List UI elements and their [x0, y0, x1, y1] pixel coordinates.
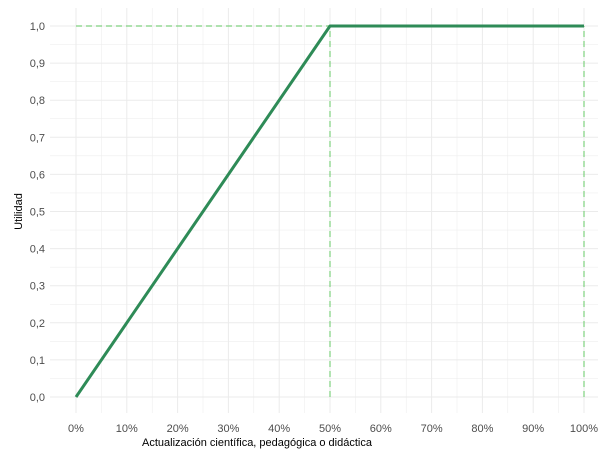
x-axis-title: Actualización científica, pedagógica o d… — [142, 437, 373, 449]
y-tick-label: 0,1 — [30, 355, 45, 367]
y-tick-label: 1,0 — [30, 21, 45, 33]
y-tick-label: 0,2 — [30, 318, 45, 330]
x-tick-label: 70% — [421, 423, 443, 435]
x-tick-label: 50% — [319, 423, 341, 435]
gridlines — [50, 8, 598, 413]
y-tick-label: 0,9 — [30, 58, 45, 70]
x-axis-ticks: 0% 10% 20% 30% 40% 50% 60% 70% 80% 90% 100% — [68, 423, 598, 435]
y-tick-label: 0,8 — [30, 95, 45, 107]
y-tick-label: 0,5 — [30, 207, 45, 219]
x-tick-label: 0% — [68, 423, 84, 435]
y-tick-label: 0,3 — [30, 281, 45, 293]
x-tick-label: 20% — [167, 423, 189, 435]
y-tick-label: 0,6 — [30, 169, 45, 181]
y-tick-label: 0,0 — [30, 392, 45, 404]
x-tick-label: 40% — [268, 423, 290, 435]
series-line — [74, 24, 584, 398]
y-tick-label: 0,7 — [30, 132, 45, 144]
x-tick-label: 10% — [116, 423, 138, 435]
y-tick-label: 0,4 — [30, 244, 45, 256]
x-tick-label: 60% — [370, 423, 392, 435]
x-tick-label: 90% — [522, 423, 544, 435]
x-tick-label: 30% — [217, 423, 239, 435]
x-tick-label: 80% — [471, 423, 493, 435]
x-tick-label: 100% — [570, 423, 598, 435]
y-axis-ticks: 0,0 0,1 0,2 0,3 0,4 0,5 0,6 0,7 0,8 0,9 1,0 — [30, 21, 45, 404]
y-axis-title: Utilidad — [13, 193, 25, 230]
data-series — [74, 24, 584, 398]
